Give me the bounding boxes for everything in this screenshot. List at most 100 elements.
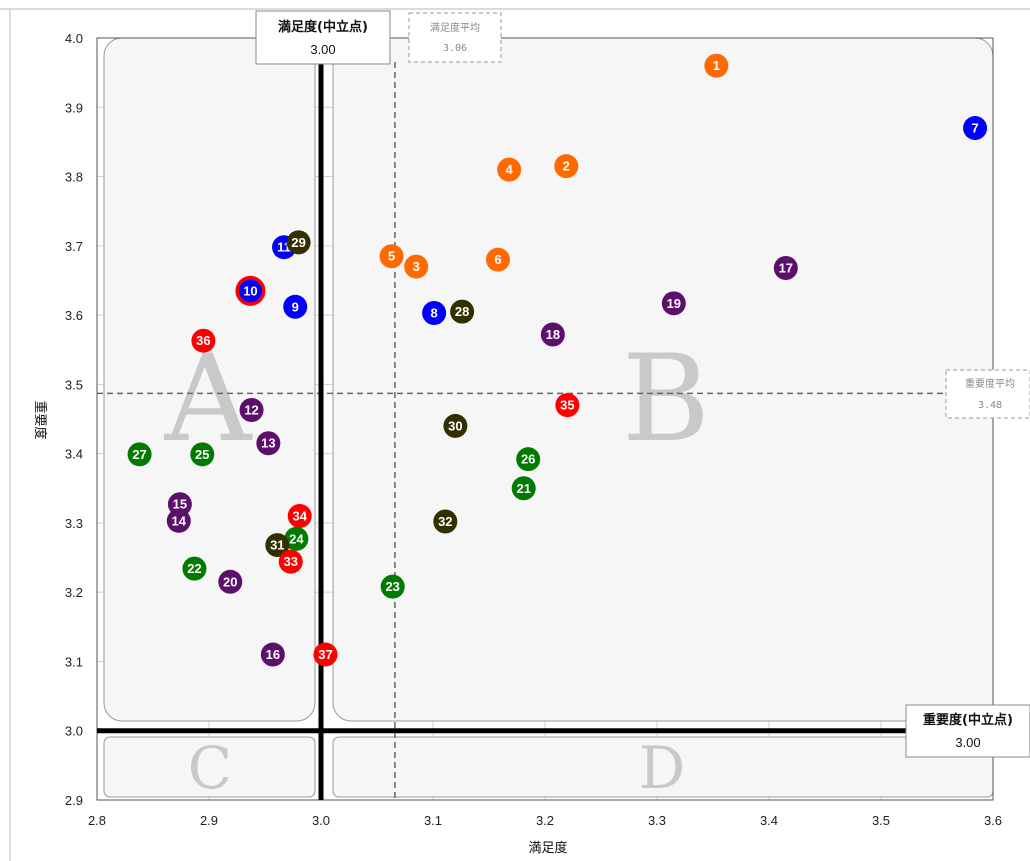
x-tick-label: 3.5 — [872, 813, 890, 828]
x-tick-label: 3.3 — [648, 813, 666, 828]
data-point-marker — [182, 556, 207, 581]
x-tick-label: 3.0 — [312, 813, 330, 828]
y-tick-label: 3.4 — [65, 447, 83, 462]
data-point-4: 4 — [497, 157, 522, 182]
data-point-marker — [313, 642, 338, 667]
data-point-label: 37 — [318, 647, 332, 662]
data-point-marker — [284, 526, 309, 551]
data-point-label: 1 — [713, 58, 720, 73]
data-point-marker — [283, 294, 308, 319]
data-point-marker — [485, 247, 510, 272]
data-point-label: 31 — [270, 538, 284, 553]
data-point-21: 21 — [511, 476, 536, 501]
data-point-marker — [379, 244, 404, 269]
data-point-marker — [265, 533, 290, 558]
importance-average-callout-box — [945, 369, 1030, 419]
data-point-marker — [773, 255, 798, 280]
data-point-35: 35 — [555, 393, 580, 418]
y-tick-label: 3.2 — [65, 585, 83, 600]
data-point-26: 26 — [516, 447, 541, 472]
importance-neutral-callout-value: 3.00 — [955, 735, 980, 750]
importance-neutral-callout: 重要度(中立点) 3.00 — [905, 704, 1030, 758]
data-point-marker — [238, 279, 262, 303]
satisfaction-neutral-callout-value: 3.00 — [310, 42, 335, 57]
data-point-marker — [278, 549, 303, 574]
data-point-22: 22 — [182, 556, 207, 581]
importance-neutral-callout-title: 重要度(中立点) — [923, 712, 1013, 728]
data-point-marker — [511, 476, 536, 501]
data-point-marker — [239, 397, 264, 422]
data-point-label: 26 — [521, 452, 535, 467]
y-tick-label: 2.9 — [65, 793, 83, 808]
data-point-label: 25 — [195, 447, 209, 462]
data-point-label: 30 — [448, 418, 462, 433]
data-point-3: 3 — [404, 254, 429, 279]
plot-area-border — [96, 37, 994, 801]
data-point-label: 36 — [196, 333, 210, 348]
data-point-marker — [443, 413, 468, 438]
data-point-9: 9 — [283, 294, 308, 319]
data-point-marker — [404, 254, 429, 279]
data-point-label: 35 — [560, 398, 574, 413]
data-point-marker — [450, 299, 475, 324]
data-point-label: 10 — [243, 283, 257, 298]
data-point-label: 7 — [971, 121, 978, 136]
data-point-label: 14 — [172, 513, 187, 528]
data-point-2: 2 — [554, 154, 579, 179]
quadrant-d-letter: D — [639, 734, 686, 802]
y-tick-label: 3.7 — [65, 239, 83, 254]
data-point-label: 13 — [261, 436, 275, 451]
data-point-5: 5 — [379, 244, 404, 269]
data-point-label: 22 — [187, 561, 201, 576]
data-point-label: 29 — [291, 235, 305, 250]
quadrant-c-panel — [103, 736, 316, 798]
x-tick-label: 3.4 — [760, 813, 778, 828]
data-point-marker — [191, 328, 216, 353]
data-point-marker — [287, 503, 312, 528]
y-tick-label: 3.1 — [65, 654, 83, 669]
data-point-marker — [704, 53, 729, 78]
data-point-marker — [555, 393, 580, 418]
data-point-15: 15 — [167, 492, 192, 517]
quadrant-b-letter: B — [622, 330, 710, 469]
data-point-31: 31 — [265, 533, 290, 558]
data-point-label: 3 — [413, 259, 420, 274]
importance-neutral-callout-box — [905, 704, 1030, 758]
data-point-24: 24 — [284, 526, 309, 551]
importance-average-callout: 重要度平均 3.48 — [945, 369, 1030, 419]
satisfaction-neutral-callout-title: 満足度(中立点) — [278, 19, 368, 35]
quadrant-c-letter: C — [188, 734, 232, 802]
data-point-label: 19 — [667, 296, 681, 311]
data-point-marker — [554, 154, 579, 179]
data-point-34: 34 — [287, 503, 312, 528]
data-point-10: 10 — [235, 275, 266, 306]
data-point-label: 12 — [244, 402, 258, 417]
data-point-23: 23 — [380, 574, 405, 599]
satisfaction-average-callout-box — [408, 12, 502, 63]
data-point-marker — [380, 574, 405, 599]
data-point-label: 28 — [455, 304, 469, 319]
data-point-marker — [516, 447, 541, 472]
data-point-label: 15 — [173, 497, 187, 512]
data-point-16: 16 — [260, 642, 285, 667]
data-point-marker — [260, 642, 285, 667]
data-point-label: 8 — [431, 306, 438, 321]
data-point-label: 2 — [563, 159, 570, 174]
y-tick-label: 4.0 — [65, 31, 83, 46]
data-point-27: 27 — [127, 442, 152, 467]
data-point-label: 33 — [284, 554, 298, 569]
data-point-30: 30 — [443, 413, 468, 438]
data-point-8: 8 — [422, 301, 447, 326]
data-point-label: 27 — [132, 447, 146, 462]
importance-average-callout-value: 3.48 — [978, 400, 1002, 411]
data-point-20: 20 — [218, 569, 243, 594]
data-point-marker — [218, 569, 243, 594]
data-point-label: 4 — [506, 162, 514, 177]
data-point-12: 12 — [239, 397, 264, 422]
y-tick-label: 3.5 — [65, 377, 83, 392]
y-tick-label: 3.9 — [65, 100, 83, 115]
data-point-marker — [286, 230, 311, 255]
data-point-19: 19 — [661, 291, 686, 316]
